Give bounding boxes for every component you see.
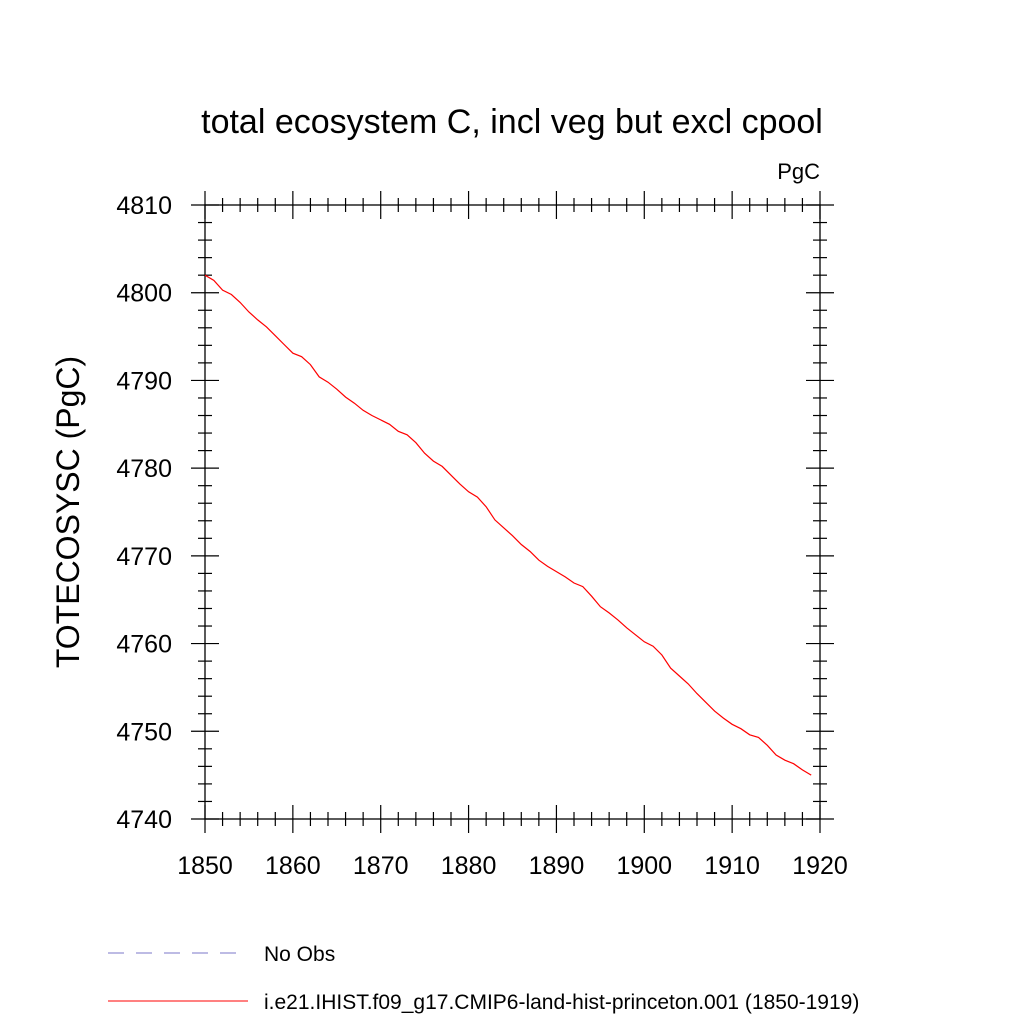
- units-label: PgC: [777, 159, 820, 184]
- plot-frame: [204, 204, 821, 820]
- y-axis-label: TOTECOSYSC (PgC): [50, 356, 86, 668]
- y-tick-label: 4780: [116, 455, 172, 483]
- legend-label: i.e21.IHIST.f09_g17.CMIP6-land-hist-prin…: [264, 991, 859, 1014]
- series-line: [204, 274, 812, 776]
- y-tick-label: 4770: [116, 543, 172, 571]
- axis-ticks: [191, 191, 834, 833]
- x-tick-label: 1860: [265, 852, 321, 880]
- chart-title: total ecosystem C, incl veg but excl cpo…: [201, 103, 823, 141]
- legend: No Obs i.e21.IHIST.f09_g17.CMIP6-land-his…: [108, 943, 859, 1014]
- x-tick-label: 1890: [529, 852, 585, 880]
- y-tick-label: 4810: [116, 192, 172, 220]
- y-tick-label: 4750: [116, 718, 172, 746]
- y-tick-label: 4740: [116, 806, 172, 834]
- y-tick-label: 4790: [116, 367, 172, 395]
- x-tick-label: 1920: [792, 852, 848, 880]
- series-group: [204, 274, 812, 776]
- tick-labels: 1850 1860 1870 1880 1890 1900 1910 1920 4740 4750…: [116, 192, 847, 880]
- y-tick-label: 4800: [116, 280, 172, 308]
- x-tick-label: 1910: [704, 852, 760, 880]
- x-tick-label: 1900: [616, 852, 672, 880]
- x-tick-label: 1870: [353, 852, 409, 880]
- x-tick-label: 1850: [177, 852, 233, 880]
- y-tick-label: 4760: [116, 631, 172, 659]
- x-tick-label: 1880: [441, 852, 497, 880]
- legend-label: No Obs: [264, 943, 335, 966]
